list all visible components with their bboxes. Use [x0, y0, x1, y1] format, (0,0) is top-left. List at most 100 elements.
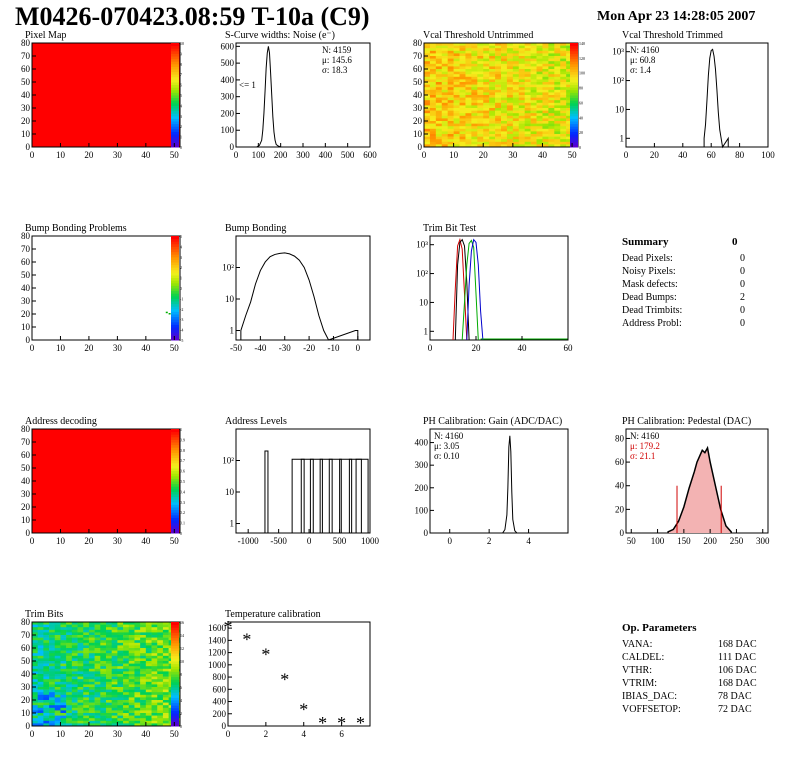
heatmap-cell [151, 692, 158, 696]
heatmap-cell [530, 121, 537, 124]
summary-row-value: 2 [740, 292, 745, 303]
heatmap-cell [447, 110, 454, 114]
heatmap-cell [477, 48, 484, 52]
heatmap-cell [140, 684, 147, 688]
heatmap-cell [560, 113, 567, 117]
colorbar-cell [171, 702, 179, 706]
heatmap-cell [157, 637, 164, 641]
heatmap-cell [524, 84, 531, 88]
heatmap-cell [512, 95, 520, 98]
heatmap-cell [453, 136, 460, 140]
heatmap-cell [94, 632, 101, 636]
heatmap-cell [506, 63, 514, 67]
heatmap-cell [145, 674, 152, 677]
heatmap-cell [100, 689, 107, 693]
heatmap-cell [435, 58, 443, 62]
heatmap-cell [495, 84, 502, 88]
heatmap-cell [495, 79, 502, 83]
heatmap-cell [100, 622, 107, 625]
heatmap-cell [157, 648, 164, 651]
heatmap-cell [566, 128, 573, 132]
heatmap-cell [100, 640, 107, 644]
heatmap-cell [54, 622, 61, 625]
heatmap-cell [435, 63, 443, 67]
heatmap-cell [37, 622, 44, 625]
heatmap-cell [477, 69, 484, 72]
colorbar-label: 2 [180, 711, 182, 716]
heatmap-cell [83, 655, 90, 659]
heatmap-cell [100, 653, 107, 657]
heatmap-cell [536, 76, 543, 80]
heatmap-cell [560, 108, 567, 111]
heatmap-cell [465, 126, 472, 130]
heatmap-cell [542, 100, 549, 104]
heatmap-cell [489, 56, 496, 59]
summary-row-value: 0 [740, 266, 745, 277]
heatmap-cell [530, 48, 537, 52]
heatmap-cell [94, 702, 101, 706]
heatmap-cell [483, 136, 490, 140]
heatmap-cell [43, 640, 50, 644]
heatmap-cell [483, 144, 490, 148]
summary-row-label: Dead Pixels: [622, 253, 673, 264]
heatmap-cell [111, 676, 118, 680]
heatmap-cell [566, 115, 573, 119]
heatmap-cell [542, 61, 549, 65]
y-tick-label: 50 [21, 656, 31, 666]
heatmap-cell [106, 653, 112, 657]
heatmap-cell [566, 53, 573, 57]
heatmap-cell [71, 700, 78, 703]
heatmap-cell [530, 131, 537, 135]
heatmap-cell [77, 622, 84, 625]
heatmap-cell [477, 95, 484, 98]
heatmap-cell [157, 689, 164, 693]
heatmap-cell [49, 710, 56, 714]
heatmap-cell [465, 100, 472, 104]
summary-row-value: 0 [740, 318, 745, 329]
heatmap-cell [117, 671, 124, 675]
heatmap-cell [459, 50, 466, 54]
heatmap-cell [162, 645, 169, 649]
heatmap-cell [483, 63, 490, 67]
heatmap-cell [123, 674, 130, 677]
y-tick-label: 20 [615, 504, 625, 514]
heatmap-cell [162, 700, 169, 703]
heatmap-cell [60, 684, 67, 688]
heatmap-cell [145, 632, 152, 636]
heatmap-cell [542, 115, 549, 119]
heatmap-cell [71, 671, 78, 675]
heatmap-cell [530, 79, 537, 83]
colorbar-label: -3 [180, 317, 183, 322]
heatmap-cell [151, 674, 158, 677]
colorbar-cell [171, 272, 179, 276]
heatmap-cell [435, 113, 443, 117]
heatmap-cell [489, 71, 496, 75]
y-tick-label: 10 [615, 104, 625, 114]
heatmap-cell [501, 56, 508, 59]
heatmap-cell [71, 663, 78, 667]
heatmap-cell [43, 681, 50, 685]
heatmap-cell [157, 663, 164, 667]
heatmap-cell [106, 635, 112, 638]
heatmap-cell [554, 76, 561, 80]
heatmap-cell [483, 76, 490, 80]
heatmap-cell [111, 663, 118, 667]
heatmap-cell [441, 82, 448, 85]
annotation-label: <= 1 [239, 80, 256, 90]
heatmap-cell [54, 715, 61, 719]
heatmap-cell [88, 632, 95, 636]
heatmap-cell [117, 713, 124, 716]
heatmap-cell [435, 76, 443, 80]
heatmap-cell [483, 108, 490, 111]
heatmap-cell [106, 715, 112, 719]
heatmap-cell [54, 713, 61, 716]
heatmap-cell [60, 658, 67, 662]
heatmap-cell [524, 108, 531, 111]
colorbar-cell [171, 645, 179, 649]
heatmap-cell [512, 43, 520, 46]
heatmap-cell [83, 629, 90, 633]
heatmap-cell [157, 624, 164, 628]
x-tick-label: 40 [141, 729, 151, 739]
heatmap-cell [542, 87, 549, 91]
heatmap-cell [117, 697, 124, 701]
